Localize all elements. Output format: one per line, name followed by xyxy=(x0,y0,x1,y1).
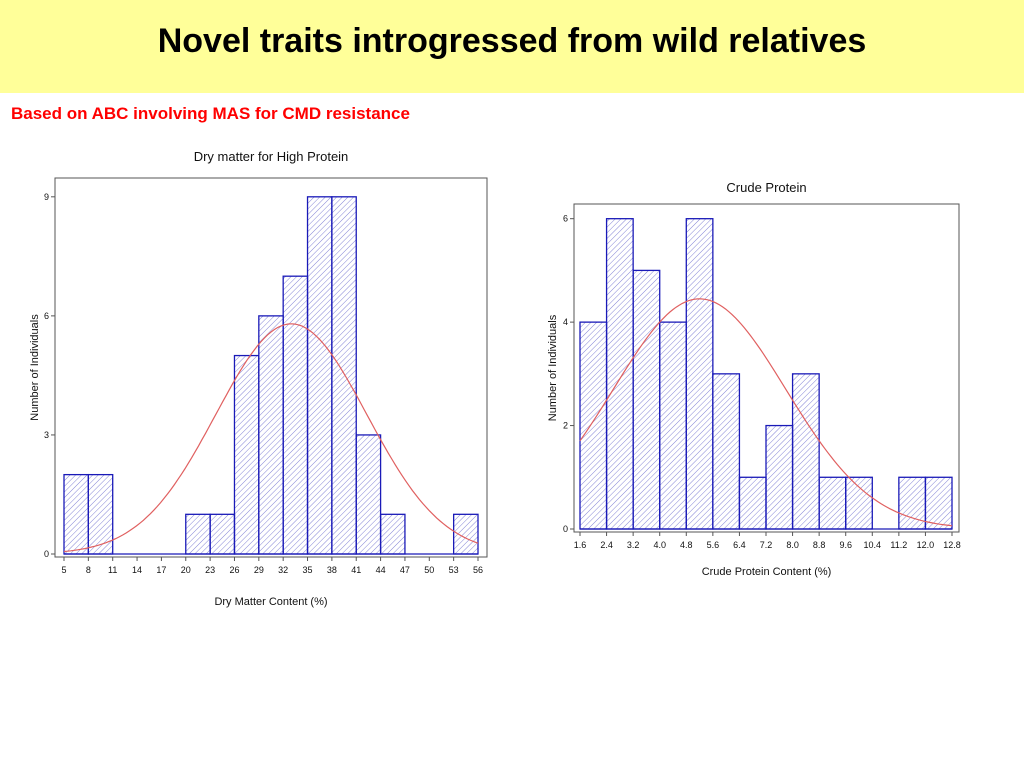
x-tick-label: 26 xyxy=(229,565,239,575)
x-tick-label: 7.2 xyxy=(760,540,773,550)
y-axis-label: Number of Individuals xyxy=(547,314,559,421)
x-tick-label: 56 xyxy=(473,565,483,575)
x-tick-label: 53 xyxy=(449,565,459,575)
histogram-bar xyxy=(712,373,741,530)
x-tick-label: 23 xyxy=(205,565,215,575)
dry-matter-histogram: Dry matter for High Protein 0 3 6 9 5 8 11 14 17 2… xyxy=(29,149,488,608)
y-tick-label: 3 xyxy=(44,430,49,440)
x-tick-label: 5.6 xyxy=(707,540,720,550)
x-tick-label: 4.8 xyxy=(680,540,693,550)
x-tick-label: 29 xyxy=(254,565,264,575)
chart-title: Dry matter for High Protein xyxy=(194,149,349,164)
histogram-bar xyxy=(659,321,687,530)
histogram-bar xyxy=(331,196,357,555)
x-tick-label: 2.4 xyxy=(600,540,613,550)
x-tick-label: 5 xyxy=(61,565,66,575)
y-axis-label: Number of Individuals xyxy=(29,314,41,421)
histogram-bar xyxy=(685,218,714,530)
y-tick-label: 9 xyxy=(44,192,49,202)
histogram-bar xyxy=(924,476,953,530)
x-tick-label: 8.0 xyxy=(786,540,799,550)
normal-fit-curve xyxy=(63,323,479,553)
y-tick-label: 6 xyxy=(44,311,49,321)
x-tick-label: 44 xyxy=(376,565,386,575)
x-tick-label: 41 xyxy=(351,565,361,575)
x-tick-label: 14 xyxy=(132,565,142,575)
histogram-bar xyxy=(233,354,260,555)
x-tick-label: 32 xyxy=(278,565,288,575)
histogram-bar xyxy=(306,196,333,555)
histogram-bar xyxy=(579,321,608,530)
x-tick-label: 4.0 xyxy=(653,540,666,550)
x-tick-label: 10.4 xyxy=(864,540,882,550)
x-tick-label: 6.4 xyxy=(733,540,746,550)
slide-subtitle: Based on ABC involving MAS for CMD resis… xyxy=(11,104,410,123)
x-tick-label: 38 xyxy=(327,565,337,575)
x-tick-label: 12.0 xyxy=(917,540,935,550)
histogram-bar xyxy=(185,513,211,555)
x-axis-label: Dry Matter Content (%) xyxy=(214,596,327,608)
x-tick-label: 1.6 xyxy=(574,540,587,550)
x-tick-label: 3.2 xyxy=(627,540,640,550)
x-tick-label: 17 xyxy=(156,565,166,575)
histogram-bar xyxy=(818,476,847,530)
crude-protein-histogram: Crude Protein 0 2 4 6 1.6 2.4 3.2 4.0 4.8 5.6 6.4 7.… xyxy=(547,180,961,578)
histogram-bar xyxy=(765,424,794,530)
y-tick-label: 0 xyxy=(44,549,49,559)
chart-title: Crude Protein xyxy=(726,180,806,195)
x-axis-label: Crude Protein Content (%) xyxy=(702,566,832,578)
histogram-bar xyxy=(632,269,661,530)
x-tick-label: 8 xyxy=(86,565,91,575)
x-tick-label: 8.8 xyxy=(813,540,826,550)
x-tick-label: 20 xyxy=(181,565,191,575)
histogram-bar xyxy=(63,473,90,555)
histogram-bar xyxy=(258,315,284,555)
histogram-bar xyxy=(738,476,767,530)
histogram-bar xyxy=(209,513,236,555)
y-tick-label: 0 xyxy=(563,524,568,534)
x-tick-label: 35 xyxy=(303,565,313,575)
normal-fit-curve xyxy=(579,298,953,527)
histogram-bar xyxy=(898,476,927,530)
slide-title: Novel traits introgressed from wild rela… xyxy=(157,22,867,60)
histogram-bar xyxy=(282,275,309,555)
y-tick-label: 2 xyxy=(563,421,568,431)
x-tick-label: 11.2 xyxy=(890,540,907,550)
histogram-bar xyxy=(379,513,406,555)
x-tick-label: 9.6 xyxy=(839,540,852,550)
histogram-bar xyxy=(791,373,820,530)
plot-frame xyxy=(54,177,488,558)
title-band: Novel traits introgressed from wild rela… xyxy=(0,0,1024,93)
x-tick-label: 50 xyxy=(424,565,434,575)
histogram-bar xyxy=(845,476,873,530)
x-tick-label: 11 xyxy=(108,565,117,575)
x-tick-label: 12.8 xyxy=(943,540,961,550)
histogram-bar xyxy=(355,434,382,555)
y-tick-label: 6 xyxy=(563,214,568,224)
y-tick-label: 4 xyxy=(563,317,568,327)
histogram-bar xyxy=(605,218,634,530)
x-tick-label: 47 xyxy=(400,565,410,575)
